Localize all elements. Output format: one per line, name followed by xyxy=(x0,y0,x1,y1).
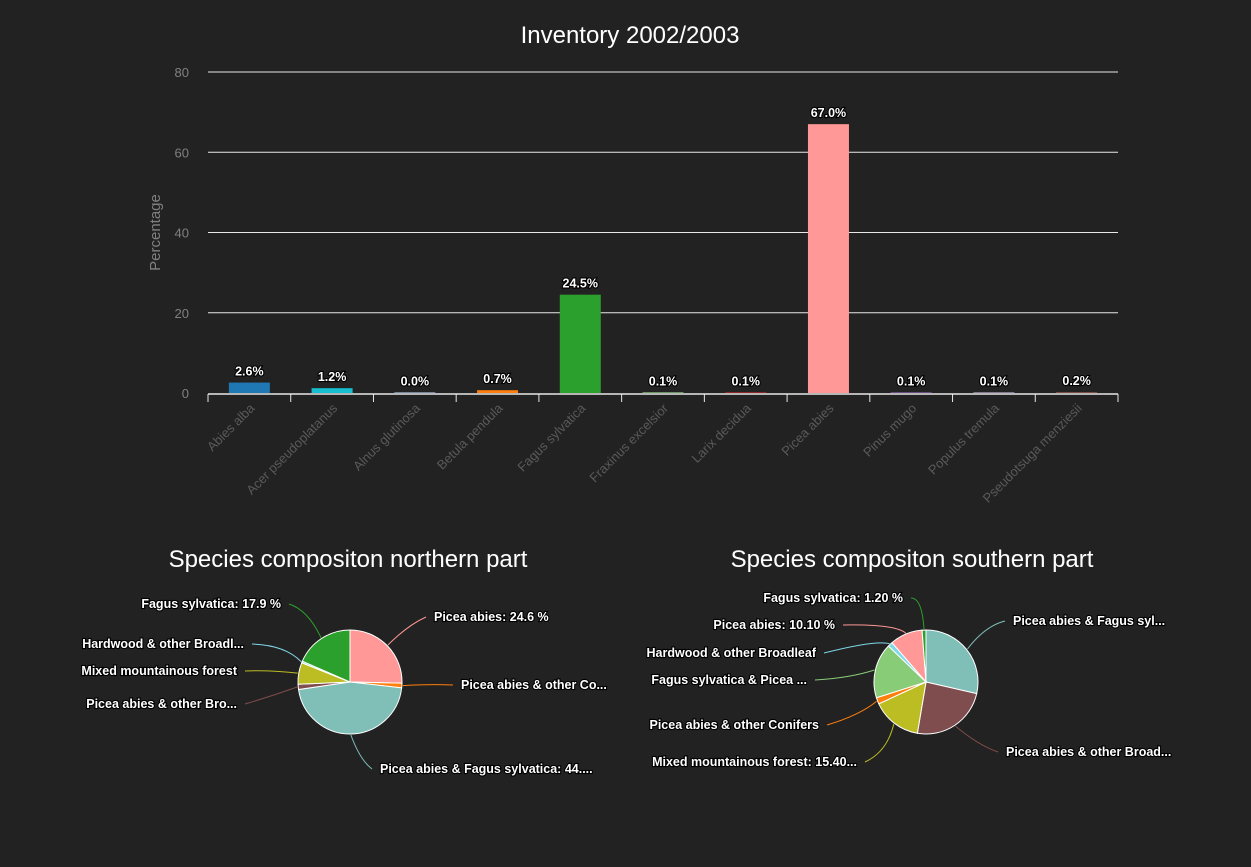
pie-slice-label: Mixed mountainous forest: 15.40... xyxy=(652,755,857,769)
bar[interactable] xyxy=(642,392,684,393)
bar[interactable] xyxy=(973,392,1015,393)
x-tick-label: Pinus mugo xyxy=(860,401,919,460)
pie-connector xyxy=(350,734,373,770)
bar[interactable] xyxy=(725,392,767,393)
bar-data-label: 0.1% xyxy=(980,374,1009,388)
pie-connector xyxy=(823,642,890,654)
bar[interactable] xyxy=(394,392,436,393)
x-tick-label: Larix decidua xyxy=(689,400,755,466)
y-tick-label: 40 xyxy=(175,226,189,241)
pie-slice-label: Hardwood & other Broadl... xyxy=(82,637,244,651)
pie-slice[interactable] xyxy=(925,629,979,695)
x-tick-label: Populus tremula xyxy=(925,400,1003,478)
y-axis-label: Percentage xyxy=(147,194,164,271)
bar[interactable] xyxy=(807,124,849,393)
y-tick-label: 0 xyxy=(182,386,189,401)
pie-connector xyxy=(826,700,877,726)
pie-connector xyxy=(244,670,298,674)
pie-slice-label: Picea abies & other Broad... xyxy=(1006,745,1171,759)
pie-slice-label: Picea abies: 24.6 % xyxy=(434,610,549,624)
pie-slice[interactable] xyxy=(297,681,403,735)
pie-connector xyxy=(402,684,454,687)
y-tick-label: 60 xyxy=(175,145,189,160)
bar-data-label: 0.1% xyxy=(731,374,760,388)
bar-data-label: 0.0% xyxy=(401,374,430,388)
bar-data-label: 2.6% xyxy=(235,365,264,379)
pie-connector xyxy=(864,723,895,763)
x-tick-label: Fraxinus excelsior xyxy=(586,400,671,485)
pie-slice-label: Picea abies & Fagus syl... xyxy=(1013,614,1165,628)
pie-slice-label: Fagus sylvatica: 17.9 % xyxy=(141,597,281,611)
bar-data-label: 0.1% xyxy=(649,374,678,388)
pie-slice-label: Fagus sylvatica & Picea ... xyxy=(651,673,807,687)
bar-data-label: 0.1% xyxy=(897,374,926,388)
x-tick-label: Abies alba xyxy=(204,400,258,454)
pie-connector xyxy=(387,616,427,646)
bar-data-label: 0.2% xyxy=(1062,374,1091,388)
pie-connector xyxy=(910,597,925,630)
bar[interactable] xyxy=(228,382,270,393)
x-tick-label: Acer pseudoplatanus xyxy=(243,400,340,497)
bar-data-label: 0.7% xyxy=(483,372,512,386)
pie-slice[interactable] xyxy=(878,681,927,734)
pie-slice-label: Fagus sylvatica: 1.20 % xyxy=(763,591,903,605)
pie-slice[interactable] xyxy=(916,681,978,735)
pie-connector xyxy=(814,669,875,681)
bar[interactable] xyxy=(311,388,353,393)
bar[interactable] xyxy=(890,392,932,393)
x-tick-label: Alnus glutinosa xyxy=(350,400,423,473)
pie-slice-label: Picea abies & Fagus sylvatica: 44.... xyxy=(380,762,593,776)
x-tick-label: Fagus sylvatica xyxy=(514,400,589,475)
bar-data-label: 24.5% xyxy=(563,277,598,291)
pie-slice-label: Picea abies: 10.10 % xyxy=(713,618,835,632)
pie-slice[interactable] xyxy=(873,645,927,699)
pie-slice-label: Picea abies & other Conifers xyxy=(649,718,819,732)
bar[interactable] xyxy=(1056,392,1098,393)
pie-connector xyxy=(967,620,1006,650)
bar-data-label: 1.2% xyxy=(318,370,347,384)
pie-slice-label: Picea abies & other Co... xyxy=(461,678,607,692)
y-tick-label: 20 xyxy=(175,306,189,321)
x-tick-label: Betula pendula xyxy=(434,400,506,472)
pie-connector xyxy=(955,725,999,753)
pie-connector xyxy=(842,624,907,634)
bar-chart-title: Inventory 2002/2003 xyxy=(520,22,740,49)
pie-slice-label: Mixed mountainous forest xyxy=(81,664,237,678)
south-pie-title: Species compositon southern part xyxy=(730,546,1094,573)
pie-slice[interactable] xyxy=(301,629,351,683)
bar[interactable] xyxy=(477,390,519,393)
pie-slice[interactable] xyxy=(349,629,403,684)
pie-connector xyxy=(244,686,298,705)
north-pie-title: Species compositon northern part xyxy=(168,546,528,573)
x-tick-label: Picea abies xyxy=(778,400,836,458)
pie-slice-label: Picea abies & other Bro... xyxy=(86,697,237,711)
pie-slice[interactable] xyxy=(921,629,927,683)
pie-connector xyxy=(288,603,322,638)
pie-connector xyxy=(251,643,302,662)
bar-data-label: 67.0% xyxy=(811,106,846,120)
bar[interactable] xyxy=(559,294,601,393)
pie-slice-label: Hardwood & other Broadleaf xyxy=(647,646,817,660)
y-tick-label: 80 xyxy=(175,65,189,80)
